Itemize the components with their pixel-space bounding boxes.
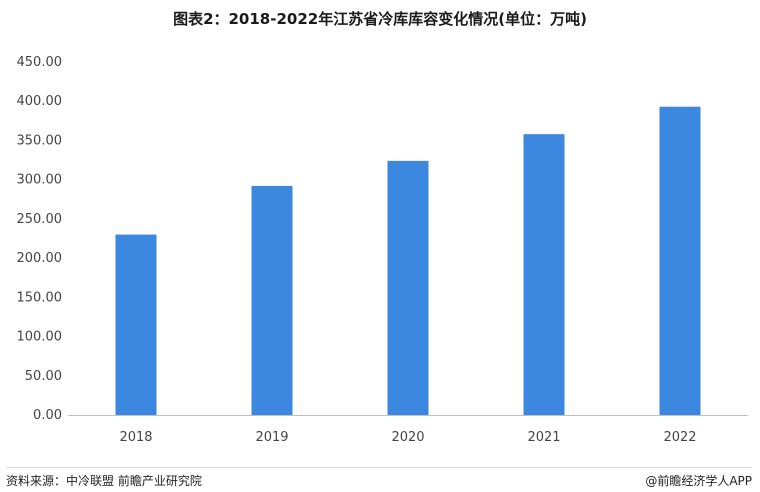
bar-2022 — [659, 106, 701, 416]
y-tick-label: 50.00 — [25, 369, 62, 384]
y-tick-label: 150.00 — [17, 290, 63, 305]
bar-2021 — [523, 134, 565, 415]
bar-2018 — [115, 234, 157, 415]
bars — [115, 106, 701, 416]
y-tick-label: 300.00 — [17, 173, 63, 188]
y-tick-label: 250.00 — [17, 212, 63, 227]
y-tick-label: 400.00 — [17, 94, 63, 109]
x-tick-label: 2019 — [255, 430, 288, 445]
x-tick-label: 2020 — [391, 430, 424, 445]
bar-2019 — [251, 185, 293, 415]
footer: 资料来源：中冷联盟 前瞻产业研究院 @前瞻经济学人APP — [6, 467, 752, 488]
chart-title: 图表2：2018-2022年江苏省冷库库容变化情况(单位：万吨) — [173, 10, 587, 28]
y-tick-label: 200.00 — [17, 251, 63, 266]
source-note: 资料来源：中冷联盟 前瞻产业研究院 — [6, 474, 202, 488]
y-tick-label: 450.00 — [17, 55, 63, 70]
app-credit: @前瞻经济学人APP — [645, 474, 752, 488]
y-tick-label: 0.00 — [33, 408, 62, 423]
x-axis: 2018 2019 2020 2021 2022 — [68, 415, 748, 445]
y-tick-label: 100.00 — [17, 330, 63, 345]
x-tick-label: 2022 — [663, 430, 696, 445]
y-tick-label: 350.00 — [17, 133, 63, 148]
bar-2020 — [387, 160, 429, 415]
x-tick-label: 2021 — [527, 430, 560, 445]
x-tick-label: 2018 — [119, 430, 152, 445]
y-axis: 0.00 50.00 100.00 150.00 200.00 250.00 300.00 3… — [17, 55, 63, 423]
